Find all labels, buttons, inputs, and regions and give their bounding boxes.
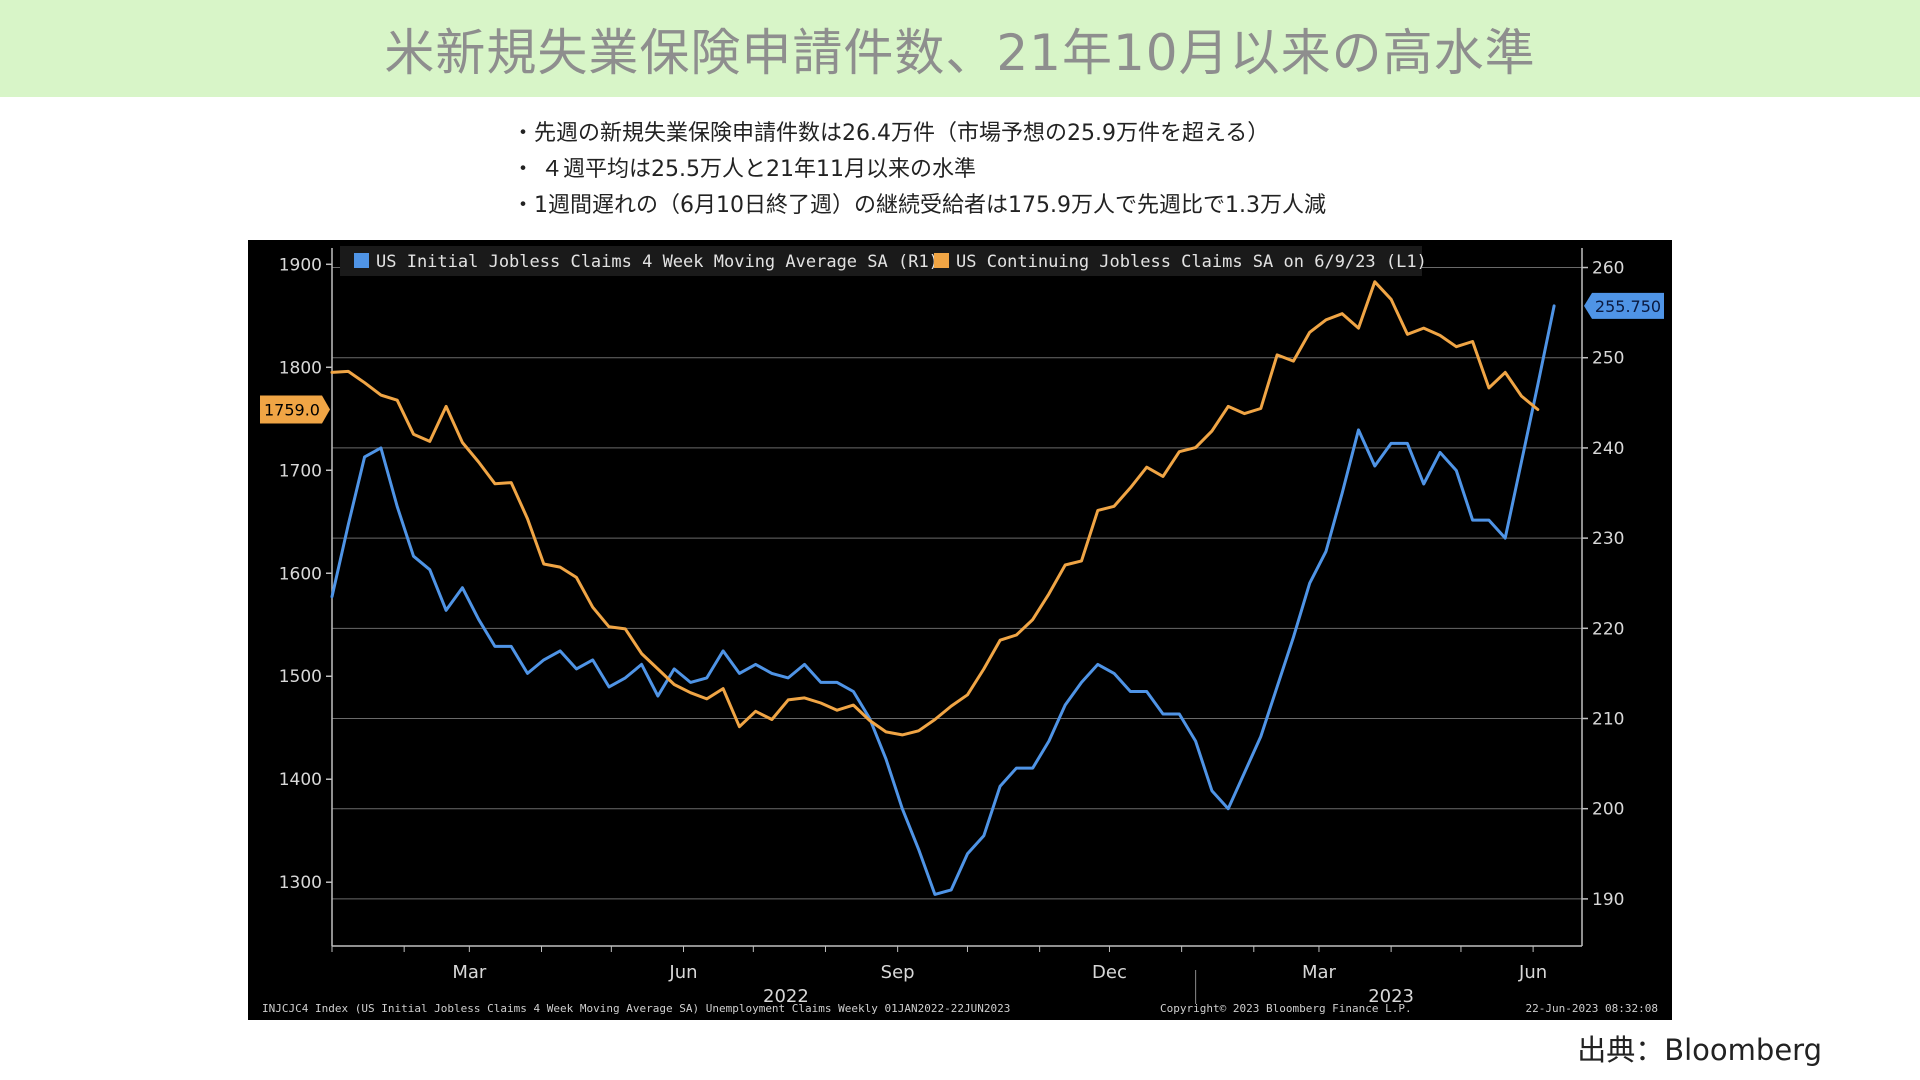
legend-box xyxy=(340,246,1422,276)
right-tick-label: 260 xyxy=(1592,259,1624,279)
series-line xyxy=(330,304,1556,896)
x-tick-label: Dec xyxy=(1092,962,1127,983)
footer-center: Copyright© 2023 Bloomberg Finance L.P. xyxy=(1160,1002,1412,1015)
left-tick-label: 1700 xyxy=(279,461,322,481)
page-title: 米新規失業保険申請件数、21年10月以来の高水準 xyxy=(384,23,1536,82)
summary-bullets: ・先週の新規失業保険申請件数は26.4万件（市場予想の25.9万件を超える） ・… xyxy=(512,116,1326,224)
source-credit: 出典：Bloomberg xyxy=(1577,1033,1822,1067)
legend-swatch xyxy=(354,253,369,268)
right-tick-label: 230 xyxy=(1592,529,1624,549)
left-value-tag xyxy=(260,395,330,424)
x-tick-label: Mar xyxy=(452,962,487,983)
right-tick-label: 210 xyxy=(1592,710,1624,730)
bullet-item: ・先週の新規失業保険申請件数は26.4万件（市場予想の25.9万件を超える） xyxy=(512,121,1270,146)
x-tick-label: Jun xyxy=(668,962,697,983)
legend-label: US Continuing Jobless Claims SA on 6/9/2… xyxy=(956,252,1427,272)
footer-right: 22-Jun-2023 08:32:08 xyxy=(1526,1002,1658,1015)
x-tick-label: Mar xyxy=(1302,962,1337,983)
legend-label: US Initial Jobless Claims 4 Week Moving … xyxy=(376,252,939,272)
left-tick-label: 1300 xyxy=(279,873,322,893)
title-band: 米新規失業保険申請件数、21年10月以来の高水準 xyxy=(0,0,1920,97)
left-tick-label: 1900 xyxy=(279,255,322,275)
left-value-label: 1759.0 xyxy=(264,401,320,420)
series-line xyxy=(330,280,1540,737)
footer-left: INJCJC4 Index (US Initial Jobless Claims… xyxy=(262,1002,1010,1015)
year-label: 2023 xyxy=(1368,986,1414,1007)
right-tick-label: 250 xyxy=(1592,349,1624,369)
right-tick-label: 240 xyxy=(1592,439,1624,459)
x-tick-label: Jun xyxy=(1518,962,1547,983)
jobless-claims-chart: 1300 1400 1500 1600 1700 1800 1900 190 200 210 220… xyxy=(260,246,1664,1015)
bullet-item: ・ ４週平均は25.5万人と21年11月以来の水準 xyxy=(512,157,976,182)
right-value-label: 255.750 xyxy=(1595,297,1661,316)
year-label: 2022 xyxy=(763,986,809,1007)
bullet-item: ・1週間遅れの（6月10日終了週）の継続受給者は175.9万人で先週比で1.3万… xyxy=(512,193,1326,218)
right-tick-label: 190 xyxy=(1592,890,1624,910)
left-tick-label: 1500 xyxy=(279,667,322,687)
left-tick-label: 1400 xyxy=(279,770,322,790)
left-tick-label: 1600 xyxy=(279,564,322,584)
right-tick-label: 220 xyxy=(1592,619,1624,639)
right-value-tag xyxy=(1584,292,1664,319)
left-tick-label: 1800 xyxy=(279,358,322,378)
legend-swatch xyxy=(934,253,949,268)
chart-panel: 1300 1400 1500 1600 1700 1800 1900 190 200 210 220… xyxy=(248,240,1672,1020)
x-tick-label: Sep xyxy=(881,962,915,983)
right-tick-label: 200 xyxy=(1592,800,1624,820)
